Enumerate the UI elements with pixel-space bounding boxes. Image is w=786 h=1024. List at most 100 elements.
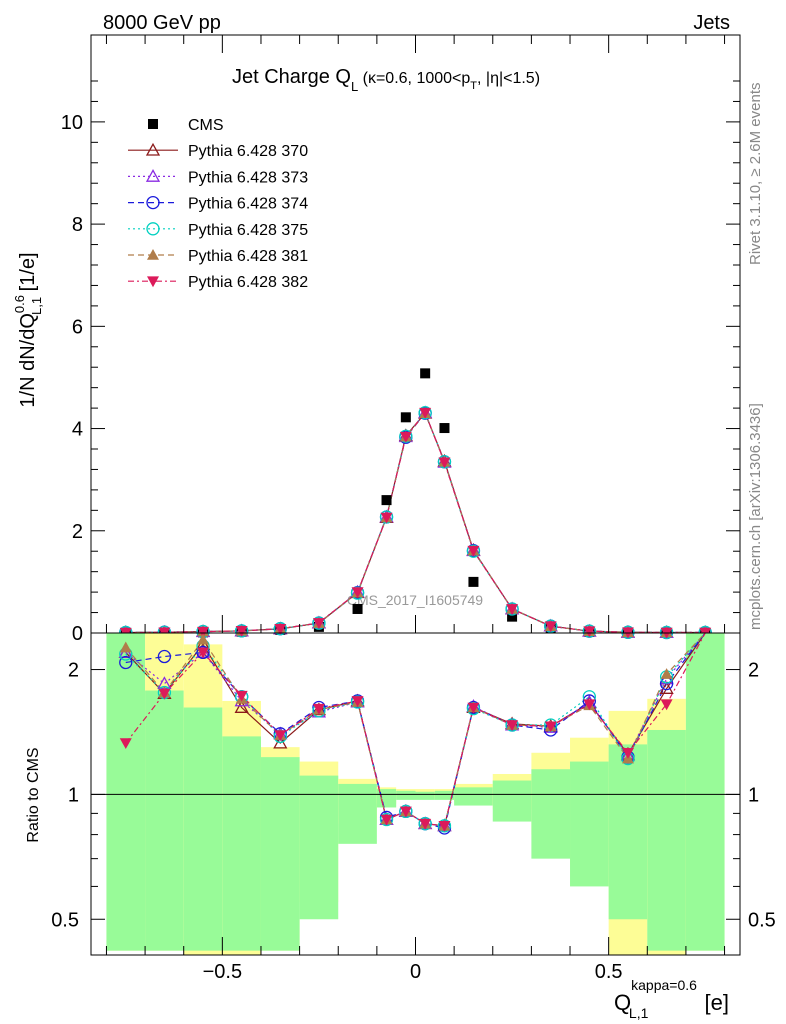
mc-point [544, 621, 557, 633]
legend-label: CMS [188, 117, 224, 134]
ratio-y-tick-label: 2 [68, 660, 79, 682]
main-y-tick-label: 10 [61, 112, 83, 134]
series-line [125, 411, 706, 634]
mc-point [312, 618, 325, 629]
ratio-y-tick-label-right: 0.5 [748, 909, 776, 931]
mc-point [380, 512, 393, 524]
ratio-point [274, 730, 287, 742]
ratio-point [660, 699, 673, 711]
legend: CMS Pythia 6.428 370 Pythia 6.428 373 Pythi… [128, 117, 308, 291]
ratio-y-tick-label: 0.5 [51, 909, 79, 931]
mc-point [438, 457, 451, 469]
ratio-bands [106, 633, 725, 955]
mc-point [351, 587, 364, 599]
ratio-point [659, 681, 674, 694]
data-point [468, 576, 479, 587]
mc-point [419, 407, 432, 419]
legend-marker [146, 222, 160, 236]
mc-point [583, 626, 596, 638]
legend-label: Pythia 6.428 370 [188, 143, 308, 160]
data-point [507, 611, 518, 622]
legend-marker [146, 195, 160, 210]
ratio-point [399, 806, 412, 818]
ratio-x-tick-label: −0.5 [203, 961, 242, 983]
mc-point [467, 545, 480, 557]
ratio-series-line [125, 632, 706, 827]
band-green [299, 775, 339, 920]
ratio-point [234, 700, 249, 713]
ratio-marks [118, 632, 706, 835]
mcplots-label: mcplots.cern.ch [arXiv:1306.3436] [747, 403, 764, 630]
band-green [396, 790, 416, 800]
legend-marker [147, 249, 159, 260]
x-axis-title: Qkappa=0.6 L,1 [e] [614, 977, 729, 1021]
ratio-point [583, 699, 596, 711]
main-y-tick-label: 0 [72, 623, 83, 645]
ratio-point [660, 668, 673, 679]
ratio-point [419, 818, 432, 830]
band-green [338, 783, 377, 844]
mc-point [399, 431, 412, 443]
band-green [434, 790, 455, 800]
ratio-y-tick-label: 1 [68, 784, 79, 806]
ratio-series-line [125, 632, 706, 829]
ratio-y-axis-title: Ratio to CMS [25, 747, 42, 842]
band-green [106, 633, 146, 951]
legend-marker [145, 142, 161, 156]
data-point [400, 412, 411, 423]
data-point [381, 495, 392, 506]
legend-marker [148, 119, 158, 129]
band-green [183, 707, 223, 951]
band-green [260, 757, 300, 951]
legend-marker [145, 169, 161, 182]
legend-marker [147, 276, 159, 288]
watermark: CMS_2017_I1605749 [347, 592, 483, 608]
ratio-point [235, 690, 248, 702]
band-green [145, 690, 184, 951]
legend-label: Pythia 6.428 373 [188, 169, 308, 186]
ratio-series-line [125, 632, 706, 827]
main-marks [118, 368, 713, 640]
ratio-series-line [125, 632, 706, 827]
y-axis-title: 1/N dN/dQ0.6 L,1 [1/e] [12, 252, 44, 407]
header-right: Jets [693, 12, 730, 34]
chart-title: Jet Charge QL (κ=0.6, 1000<pT, |η|<1.5) [232, 66, 540, 94]
main-panel: CMS_2017_I1605749 0 2 4 6 8 10 Jet Charge QL … [12, 34, 741, 645]
mc-point [235, 626, 248, 637]
svg-text:Qkappa=0.6L,1 [e]: Qkappa=0.6 L,1 [e] [614, 977, 729, 1021]
ratio-point [197, 647, 210, 659]
legend-label: Pythia 6.428 375 [188, 222, 308, 239]
data-point [420, 368, 431, 379]
band-green [647, 729, 686, 951]
legend-label: Pythia 6.428 381 [188, 248, 308, 265]
band-green [492, 780, 532, 822]
ratio-x-tick-label: 0 [410, 961, 421, 983]
mc-point [197, 626, 210, 638]
ratio-y-tick-label-right: 2 [748, 660, 759, 682]
ratio-point [621, 747, 634, 759]
ratio-point [119, 655, 133, 670]
header-left: 8000 GeV pp [103, 12, 221, 34]
ratio-point [544, 721, 557, 733]
band-green [454, 787, 493, 806]
ratio-point [119, 738, 132, 750]
data-point [439, 423, 450, 434]
band-green [222, 736, 261, 951]
ratio-point [506, 720, 519, 732]
main-y-tick-label: 4 [72, 419, 83, 441]
band-green [608, 744, 648, 920]
ratio-y-tick-label-right: 1 [748, 784, 759, 806]
band-green [415, 791, 435, 800]
ratio-point [467, 702, 480, 714]
ratio-x-tick-label: 0.5 [595, 961, 623, 983]
ratio-axes: 0.5 0.5 1 1 2 2 −0.5 0 0.5 [51, 632, 776, 983]
legend-label: Pythia 6.428 374 [188, 196, 308, 213]
legend-label: Pythia 6.428 382 [188, 274, 308, 291]
ratio-point [312, 703, 325, 715]
ratio-point [119, 641, 132, 653]
main-y-tick-label: 6 [72, 316, 83, 338]
main-axes: 0 2 4 6 8 10 [61, 34, 741, 645]
ratio-point [273, 735, 288, 749]
ratio-point [351, 696, 364, 707]
